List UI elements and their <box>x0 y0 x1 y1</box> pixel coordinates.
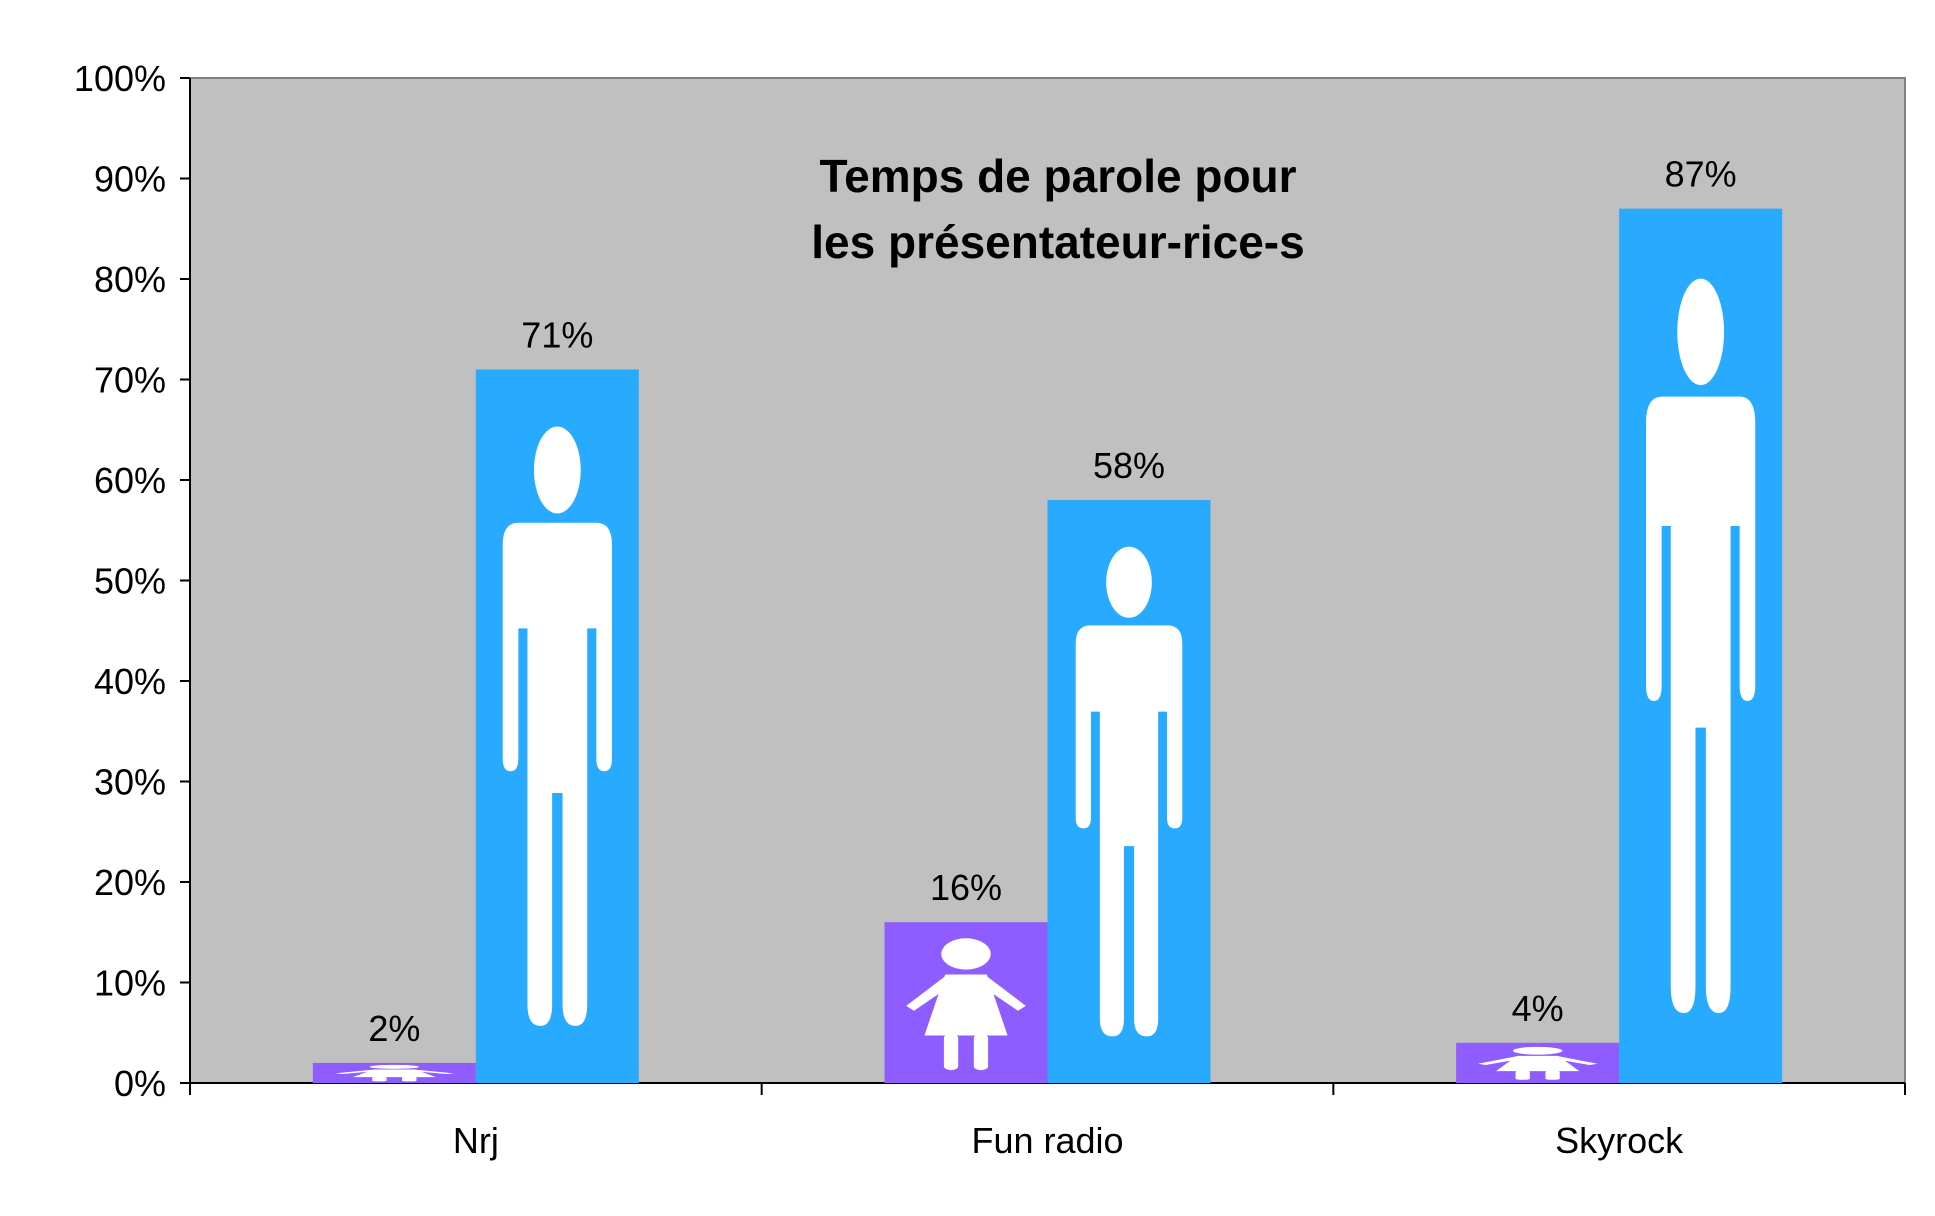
icon-body <box>1646 396 1756 1014</box>
data-label: 16% <box>930 867 1002 908</box>
x-category-label: Nrj <box>453 1120 499 1161</box>
x-category-label: Fun radio <box>971 1120 1123 1161</box>
woman-icon <box>1477 1046 1598 1080</box>
data-label: 2% <box>368 1008 420 1049</box>
icon-head <box>1512 1046 1563 1055</box>
icon-head <box>1106 546 1152 618</box>
icon-body <box>502 522 612 1026</box>
icon-body <box>1075 625 1183 1037</box>
y-tick-label: 0% <box>114 1063 166 1104</box>
chart-title-line: les présentateur-rice-s <box>811 216 1304 268</box>
y-tick-label: 30% <box>94 762 166 803</box>
icon-head <box>369 1064 420 1069</box>
y-tick-label: 10% <box>94 963 166 1004</box>
icon-leg <box>1515 1070 1530 1080</box>
man-icon <box>1646 278 1756 1014</box>
y-tick-label: 80% <box>94 259 166 300</box>
icon-leg <box>943 1033 959 1071</box>
icon-leg <box>973 1033 989 1071</box>
man-icon <box>1075 546 1183 1037</box>
data-label: 87% <box>1665 154 1737 195</box>
woman-icon <box>906 938 1026 1071</box>
icon-arms <box>906 976 1026 1011</box>
icon-head <box>533 426 581 514</box>
icon-leg <box>372 1076 387 1082</box>
woman-icon <box>334 1064 455 1082</box>
icon-dress <box>924 974 1008 1036</box>
icon-dress <box>352 1069 436 1078</box>
y-tick-label: 20% <box>94 862 166 903</box>
icon-leg <box>402 1076 417 1082</box>
y-tick-label: 50% <box>94 561 166 602</box>
data-label: 71% <box>521 314 593 355</box>
y-tick-label: 100% <box>74 58 166 99</box>
y-tick-label: 70% <box>94 360 166 401</box>
y-tick-label: 60% <box>94 460 166 501</box>
icon-head <box>941 938 991 970</box>
icon-leg <box>1545 1070 1560 1080</box>
icon-arms <box>1477 1056 1598 1065</box>
man-icon <box>502 426 612 1026</box>
icon-arms <box>334 1069 455 1074</box>
icon-head <box>1677 278 1725 386</box>
icon-dress <box>1496 1055 1580 1072</box>
y-tick-label: 40% <box>94 661 166 702</box>
data-label: 58% <box>1093 445 1165 486</box>
chart-title-line: Temps de parole pour <box>819 150 1296 202</box>
y-tick-label: 90% <box>94 159 166 200</box>
data-label: 4% <box>1512 988 1564 1029</box>
x-category-label: Skyrock <box>1555 1120 1684 1161</box>
